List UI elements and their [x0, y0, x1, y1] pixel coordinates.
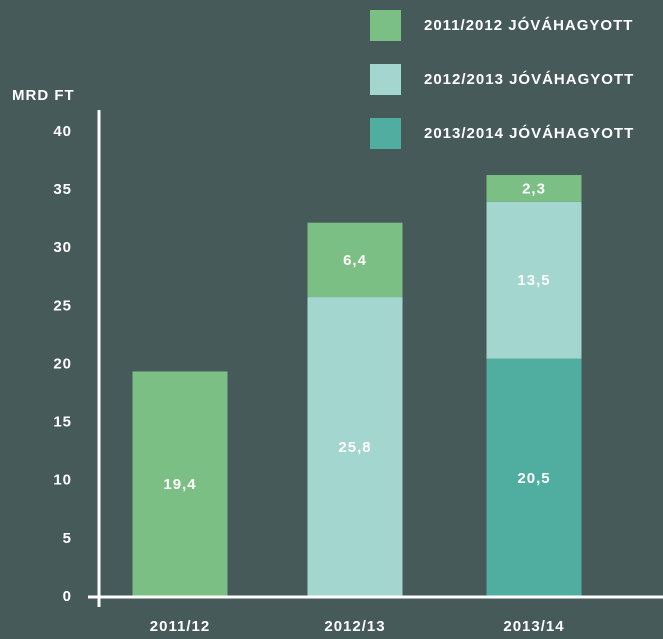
- y-tick-label: 20: [53, 355, 72, 372]
- value-label: 2,3: [522, 180, 546, 197]
- y-tick-label: 30: [53, 239, 72, 256]
- bar-segment: [486, 358, 582, 597]
- legend-label: 2013/2014 JÓVÁHAGYOTT: [424, 124, 634, 142]
- bar-segment: [486, 175, 582, 202]
- legend-label: 2011/2012 JÓVÁHAGYOTT: [424, 16, 633, 34]
- legend-swatch: [370, 10, 401, 41]
- y-tick-label: 15: [53, 414, 72, 431]
- y-tick-label: 5: [63, 530, 72, 547]
- y-tick-label: 25: [53, 297, 72, 314]
- legend-label: 2012/2013 JÓVÁHAGYOTT: [424, 70, 634, 88]
- x-tick-label: 2011/12: [150, 618, 210, 635]
- value-label: 19,4: [163, 476, 196, 493]
- bar-segment: [132, 371, 228, 597]
- y-axis-label: MRD FT: [12, 87, 75, 104]
- y-tick-label: 40: [53, 123, 72, 140]
- y-tick-label: 35: [53, 181, 72, 198]
- value-label: 13,5: [517, 272, 550, 289]
- legend-swatch: [370, 118, 401, 149]
- value-label: 6,4: [343, 252, 367, 269]
- y-tick-label: 10: [53, 472, 72, 489]
- x-tick-label: 2013/14: [503, 618, 564, 635]
- bar-segment: [307, 222, 403, 298]
- bar-segment: [486, 201, 582, 359]
- bar-segment: [307, 297, 403, 597]
- value-label: 20,5: [517, 470, 550, 487]
- x-tick-label: 2012/13: [324, 618, 385, 635]
- legend-swatch: [370, 64, 401, 95]
- value-label: 25,8: [338, 439, 371, 456]
- y-tick-label: 0: [63, 588, 72, 605]
